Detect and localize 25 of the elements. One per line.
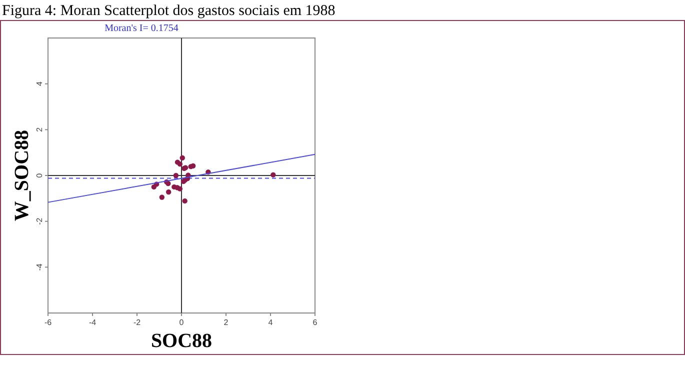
chart-subtitle: Moran's I= 0.1754	[104, 23, 178, 34]
x-tick-label: 2	[224, 318, 229, 327]
point	[182, 198, 188, 204]
point	[177, 161, 183, 167]
y-tick-label: 0	[35, 172, 44, 178]
chart-title: Figura 4: Moran Scatterplot dos gastos sociais em 1988	[2, 3, 336, 19]
point	[159, 194, 165, 200]
point	[270, 172, 276, 178]
y-tick-label: -2	[35, 217, 44, 225]
y-axis-title: W_SOC88	[11, 130, 33, 222]
x-axis-title: SOC88	[150, 330, 212, 352]
x-tick-label: 6	[312, 318, 318, 327]
point	[180, 155, 185, 160]
y-tick-label: 4	[35, 81, 44, 86]
point	[173, 172, 179, 178]
y-tick-label: -4	[35, 263, 44, 271]
point	[177, 186, 183, 192]
y-tick-label: 2	[35, 126, 44, 132]
x-tick-label: -6	[44, 318, 52, 327]
x-tick-label: 0	[179, 318, 184, 327]
point	[166, 189, 172, 195]
x-tick-label: 4	[268, 318, 274, 327]
x-tick-label: -4	[88, 318, 97, 327]
x-tick-label: -2	[133, 318, 142, 327]
point	[151, 184, 157, 190]
